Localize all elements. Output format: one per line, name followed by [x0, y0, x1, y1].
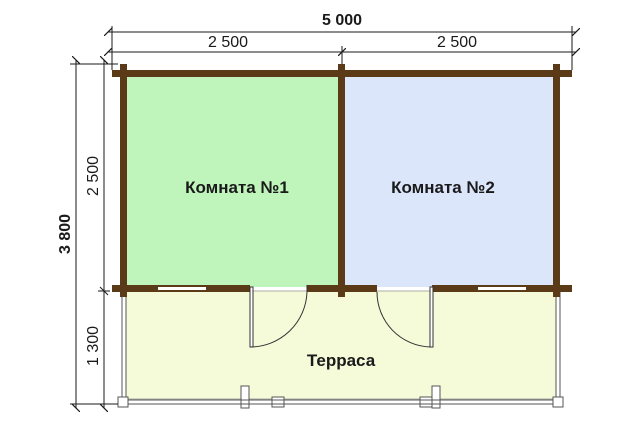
room-2-label: Комната №2 — [391, 178, 495, 197]
dimension-terrace-height: 1 300 — [85, 326, 102, 366]
dimension-right-width: 2 500 — [437, 34, 477, 51]
door-room-2 — [376, 286, 434, 348]
door-room-1 — [249, 285, 308, 348]
terrace-fill — [125, 290, 557, 400]
dimension-rooms-height: 2 500 — [85, 156, 102, 196]
dimension-left-width: 2 500 — [208, 34, 248, 51]
left-dimensions — [70, 60, 118, 408]
terrace-railing — [117, 291, 564, 409]
terrace-label: Терраса — [307, 351, 376, 370]
room-1-fill — [126, 77, 341, 287]
dimension-total-height: 3 800 — [57, 214, 74, 254]
room-2-fill — [345, 77, 555, 287]
dimension-total-width: 5 000 — [322, 12, 362, 29]
top-dimensions — [108, 26, 576, 70]
window-marks — [158, 287, 526, 290]
room-1-label: Комната №1 — [185, 178, 289, 197]
